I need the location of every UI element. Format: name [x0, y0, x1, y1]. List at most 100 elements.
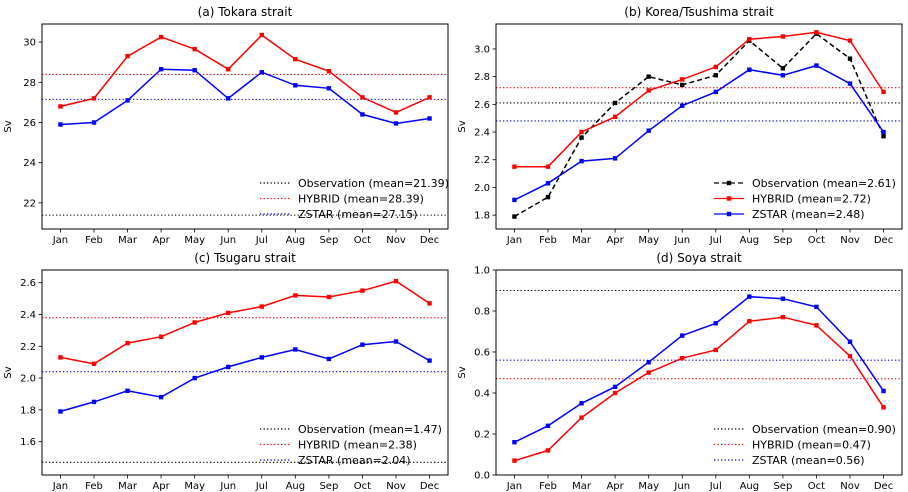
series-marker-hybrid — [58, 104, 63, 109]
series-line-hybrid — [514, 31, 885, 168]
x-tick-label: Jan — [52, 235, 68, 246]
x-tick-label: Oct — [808, 235, 825, 246]
series-marker-hybrid — [158, 34, 164, 40]
series-marker-zstar — [192, 375, 197, 381]
x-tick-label: Jan — [506, 481, 522, 492]
y-tick-label: 1.8 — [20, 405, 36, 416]
series-marker-zstar — [259, 70, 264, 75]
series-marker-hybrid — [259, 304, 264, 309]
series-marker-zstar — [814, 304, 819, 310]
x-tick-label: Dec — [874, 481, 893, 492]
y-axis-label: Sv — [3, 120, 14, 132]
series-marker-zstar — [847, 81, 853, 86]
y-tick-label: 28 — [23, 78, 36, 89]
series-marker-zstar — [579, 158, 584, 164]
series-marker-hybrid — [326, 294, 332, 300]
x-tick-label: Sep — [773, 235, 792, 246]
x-tick-label: Dec — [874, 235, 893, 246]
series-marker-zstar — [393, 121, 399, 126]
y-tick-label: 2.2 — [474, 155, 490, 166]
x-tick-label: May — [638, 235, 659, 246]
x-tick-label: Jul — [255, 235, 268, 246]
y-tick-label: 2.4 — [474, 128, 490, 139]
series-marker-hybrid — [293, 293, 298, 298]
series-marker-zstar — [125, 388, 130, 393]
x-tick-label: Sep — [319, 235, 338, 246]
series-marker-zstar — [158, 394, 164, 400]
panel-b-korea-tsushima-strait: (b) Korea/Tsushima strait Sv 1.8 2.0 2.2 2.4 2… — [454, 0, 908, 246]
y-tick-label: 2.0 — [20, 374, 36, 385]
panel-a-tokara-strait: (a) Tokara strait Sv 22 24 26 28 30 Jan Feb Mar Ap… — [0, 0, 454, 246]
series-marker-zstar — [646, 128, 651, 133]
x-tick-label: Apr — [152, 235, 170, 246]
series-marker-hybrid — [780, 314, 786, 320]
series-marker-hybrid — [393, 110, 399, 115]
series-marker-zstar — [545, 181, 551, 186]
x-tick-label: Nov — [840, 481, 860, 492]
legend-label: HYBRID (mean=28.39) — [298, 192, 424, 205]
series-marker-hybrid — [427, 95, 432, 100]
series-marker-zstar — [747, 67, 752, 72]
y-tick-label: 0.4 — [474, 389, 490, 400]
x-tick-label: Nov — [840, 235, 860, 246]
series-marker-zstar — [512, 440, 517, 445]
series-marker-hybrid — [847, 353, 853, 359]
series-line-observation — [514, 32, 885, 218]
series-marker-observation — [847, 56, 853, 61]
series-marker-hybrid — [259, 32, 264, 38]
series-marker-hybrid — [226, 67, 231, 72]
panel-title-d: (d) Soya strait — [656, 251, 742, 265]
legend-sample-marker — [726, 196, 732, 201]
series-marker-hybrid — [612, 390, 618, 396]
x-tick-label: Mar — [118, 235, 138, 246]
legend-sample-marker — [726, 180, 732, 186]
series-marker-hybrid — [646, 370, 651, 375]
series-marker-zstar — [158, 67, 164, 72]
series-marker-hybrid — [814, 323, 819, 328]
legend-label: Observation (mean=2.61) — [752, 177, 896, 190]
series-marker-zstar — [192, 68, 197, 73]
series-marker-zstar — [780, 73, 786, 78]
plot-border — [41, 23, 449, 230]
series-marker-zstar — [814, 63, 819, 68]
series-marker-zstar — [881, 129, 886, 135]
y-tick-label: 0.0 — [474, 471, 490, 482]
plot-border — [495, 269, 903, 476]
series-marker-zstar — [512, 197, 517, 203]
chart-d-soya-svg: (d) Soya strait Sv 0.0 0.2 0.4 0.6 0.8 1.0 Jan Fe… — [457, 251, 903, 492]
y-tick-label: 0.2 — [474, 430, 490, 441]
series-marker-zstar — [91, 120, 97, 125]
legend-label: HYBRID (mean=0.47) — [752, 438, 871, 451]
series-marker-hybrid — [579, 415, 584, 420]
x-tick-label: Jul — [255, 481, 268, 492]
series-marker-zstar — [360, 112, 365, 117]
panel-d-soya-strait: (d) Soya strait Sv 0.0 0.2 0.4 0.6 0.8 1.0 Jan Fe… — [454, 246, 908, 492]
y-tick-label: 2.4 — [20, 310, 36, 321]
series-marker-zstar — [713, 89, 718, 95]
series-marker-zstar — [293, 83, 298, 88]
x-tick-label: Oct — [354, 235, 371, 246]
series-marker-hybrid — [680, 355, 685, 361]
x-tick-label: Oct — [808, 481, 825, 492]
y-tick-label: 1.6 — [20, 437, 36, 448]
series-marker-zstar — [58, 122, 63, 127]
series-marker-zstar — [427, 116, 432, 121]
chart-c-tsugaru-svg: (c) Tsugaru strait Sv 1.6 1.8 2.0 2.2 2.4 2.6 Ja… — [3, 251, 449, 492]
series-marker-hybrid — [158, 334, 164, 339]
series-marker-observation — [680, 82, 685, 88]
plot-border — [495, 23, 903, 230]
x-tick-label: Nov — [386, 481, 406, 492]
series-marker-zstar — [713, 321, 718, 326]
series-marker-hybrid — [512, 458, 517, 463]
panel-c-tsugaru-strait: (c) Tsugaru strait Sv 1.6 1.8 2.0 2.2 2.4 2.6 Ja… — [0, 246, 454, 492]
series-marker-hybrid — [226, 310, 231, 316]
series-marker-zstar — [612, 384, 618, 390]
y-tick-label: 1.0 — [474, 266, 490, 277]
x-tick-label: May — [184, 235, 205, 246]
y-axis-label: Sv — [457, 366, 468, 378]
legend-label: ZSTAR (mean=0.56) — [752, 454, 865, 467]
series-marker-hybrid — [814, 30, 819, 35]
legend-label: ZSTAR (mean=2.48) — [752, 208, 865, 221]
series-marker-observation — [612, 100, 618, 106]
x-tick-label: Feb — [539, 235, 557, 246]
